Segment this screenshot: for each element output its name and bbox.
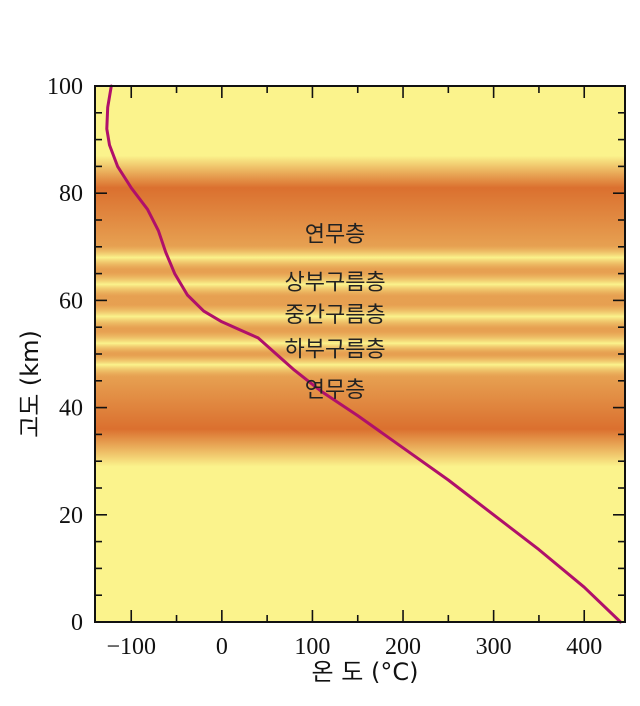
y-tick-label: 0 xyxy=(71,610,83,636)
layer-label: 연무층 xyxy=(305,222,366,247)
plot-frame xyxy=(94,85,626,623)
y-tick-label: 20 xyxy=(59,503,83,529)
y-tick-label: 40 xyxy=(59,396,83,422)
x-tick-label: −100 xyxy=(106,634,156,660)
x-axis-title: 온 도 (°C) xyxy=(312,658,419,686)
temperature-profile-line xyxy=(105,84,622,624)
y-tick-label: 60 xyxy=(59,288,83,314)
x-tick-labels: −100 0 100 200 300 400 xyxy=(106,634,602,660)
y-tick-label: 100 xyxy=(47,74,83,100)
x-tick-label: 0 xyxy=(216,634,228,660)
y-tick-labels: 0 20 40 60 80 100 xyxy=(47,74,83,636)
x-tick-label: 200 xyxy=(385,634,421,660)
layer-label: 하부구름층 xyxy=(284,338,385,363)
y-axis-title: 고도 (km) xyxy=(16,330,44,438)
x-tick-label: 300 xyxy=(476,634,512,660)
cloud-band xyxy=(95,86,625,622)
layer-label: 상부구름층 xyxy=(284,271,385,296)
x-tick-label: 100 xyxy=(294,634,330,660)
y-tick-label: 80 xyxy=(59,181,83,207)
layer-label: 중간구름층 xyxy=(284,303,385,328)
layer-label: 연무층 xyxy=(305,378,366,403)
x-tick-label: 400 xyxy=(566,634,602,660)
